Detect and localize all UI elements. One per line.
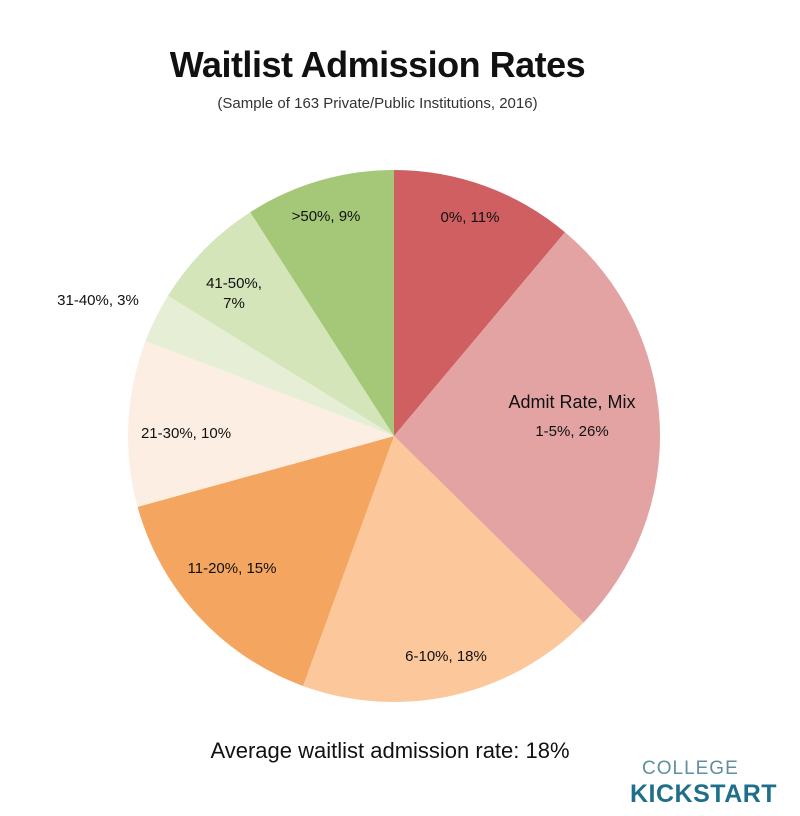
pie-slice-8 bbox=[250, 170, 394, 436]
slice-label-5: 21-30%, 10% bbox=[141, 425, 231, 442]
pie-slice-4 bbox=[137, 436, 394, 686]
slice-label-1: 0%, 11% bbox=[441, 209, 500, 226]
slice-label-3: 6-10%, 18% bbox=[405, 648, 487, 665]
logo-text-college: COLLEGE bbox=[642, 758, 739, 779]
slice-label-2: 1-5%, 26% bbox=[535, 423, 608, 440]
pie-slice-7 bbox=[167, 212, 394, 436]
chart-title: Waitlist Admission Rates bbox=[169, 44, 586, 85]
pie-slice-3 bbox=[303, 436, 584, 702]
college-kickstart-logo: COLLEGE KICKSTART bbox=[630, 758, 790, 809]
slice-label-7: 41-50%, 7% bbox=[206, 275, 262, 312]
pie-slice-2 bbox=[394, 232, 661, 623]
admit-rate-mix-header: Admit Rate, Mix bbox=[508, 392, 635, 412]
pie-slice-6 bbox=[145, 295, 394, 436]
average-rate-note: Average waitlist admission rate: 18% bbox=[210, 738, 570, 763]
slice-label-8: >50%, 9% bbox=[292, 208, 361, 225]
pie-slice-1 bbox=[394, 170, 565, 436]
pie-slice-5 bbox=[127, 341, 394, 507]
logo-text-kickstart: KICKSTART bbox=[630, 780, 778, 808]
chart-subtitle: (Sample of 163 Private/Public Institutio… bbox=[217, 95, 538, 112]
slice-label-6: 31-40%, 3% bbox=[57, 292, 139, 309]
slice-label-4: 11-20%, 15% bbox=[188, 560, 277, 577]
